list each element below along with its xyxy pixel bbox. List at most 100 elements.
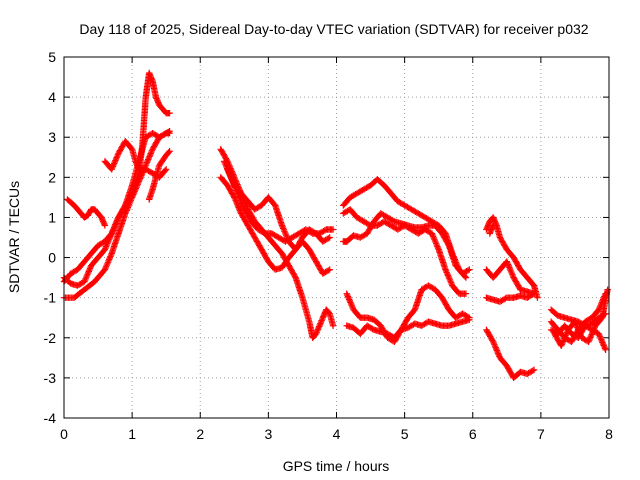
y-tick-label: 5 — [48, 49, 56, 65]
data-point — [225, 169, 232, 176]
data-point — [113, 218, 120, 225]
data-point — [558, 342, 565, 349]
data-point — [597, 334, 604, 342]
data-point — [574, 325, 582, 333]
data-point — [562, 332, 569, 339]
data-point — [103, 242, 110, 249]
data-point — [534, 294, 541, 301]
data-point — [111, 160, 118, 167]
grid-lines — [64, 57, 609, 418]
y-tick-label: -1 — [44, 290, 57, 306]
x-tick-label: 1 — [128, 426, 136, 442]
data-point — [106, 256, 113, 263]
data-point — [162, 167, 169, 174]
data-points — [60, 69, 611, 382]
data-point — [558, 341, 566, 348]
data-point — [446, 276, 453, 283]
data-point — [318, 317, 325, 324]
y-tick-label: 3 — [48, 129, 56, 145]
data-point — [589, 329, 596, 337]
data-point — [600, 342, 607, 349]
x-axis-label: GPS time / hours — [283, 458, 390, 474]
data-point — [101, 222, 109, 229]
data-point — [504, 259, 511, 267]
data-point — [559, 339, 566, 347]
data-point — [166, 148, 173, 155]
data-point — [166, 109, 173, 117]
data-point — [466, 266, 473, 273]
x-tick-label: 2 — [196, 426, 204, 442]
data-point — [108, 166, 115, 173]
x-tick-label: 5 — [401, 426, 409, 442]
data-point — [599, 340, 607, 348]
y-axis-label: SDTVAR / TECUs — [6, 181, 22, 293]
data-point — [586, 335, 593, 343]
data-point — [443, 269, 450, 276]
y-tick-label: -4 — [44, 410, 57, 426]
axis-ticks: 0 1 2 3 4 5 6 7 8 -4 -3 -2 -1 0 1 2 3 4 5 — [44, 49, 614, 442]
data-point — [489, 222, 497, 229]
data-point — [82, 275, 89, 282]
data-point — [344, 291, 351, 299]
data-point — [283, 232, 290, 239]
data-point — [389, 217, 397, 224]
data-point — [238, 198, 245, 206]
y-tick-label: 1 — [48, 209, 56, 225]
data-point — [466, 316, 473, 323]
data-point — [585, 338, 592, 345]
data-point — [165, 149, 172, 156]
data-point — [113, 154, 120, 161]
data-point — [325, 235, 332, 242]
data-point — [325, 267, 332, 274]
data-point — [573, 322, 580, 330]
data-point — [326, 234, 333, 241]
x-tick-label: 4 — [333, 426, 341, 442]
data-point — [166, 130, 173, 137]
data-point — [576, 328, 583, 336]
data-point — [326, 266, 333, 273]
data-point — [84, 271, 91, 278]
data-point — [462, 274, 470, 281]
data-point — [329, 322, 337, 329]
chart-title: Day 118 of 2025, Sidereal Day-to-day VTE… — [79, 21, 588, 37]
data-point — [529, 367, 536, 374]
data-point — [529, 291, 536, 298]
data-point — [135, 178, 143, 185]
data-point — [430, 234, 437, 242]
x-tick-label: 3 — [264, 426, 272, 442]
x-tick-label: 6 — [469, 426, 477, 442]
data-point — [315, 324, 322, 332]
data-point — [563, 330, 570, 338]
data-point — [508, 270, 515, 277]
data-point — [595, 330, 602, 337]
data-point — [107, 253, 114, 260]
data-point — [464, 267, 472, 274]
data-point — [598, 336, 605, 343]
data-point — [108, 230, 115, 237]
data-point — [85, 269, 92, 277]
data-point — [81, 278, 88, 285]
y-tick-label: 2 — [48, 169, 56, 185]
data-point — [110, 225, 117, 233]
y-tick-label: -2 — [44, 330, 57, 346]
data-point — [502, 295, 509, 302]
x-tick-label: 0 — [60, 426, 68, 442]
x-tick-label: 8 — [605, 426, 613, 442]
data-point — [280, 225, 287, 232]
data-point — [462, 290, 470, 297]
data-point — [587, 332, 595, 340]
data-point — [560, 336, 567, 344]
data-point — [491, 343, 499, 350]
data-point — [494, 350, 502, 357]
data-point — [602, 346, 609, 354]
data-point — [110, 161, 117, 169]
data-point — [590, 325, 598, 332]
data-point — [530, 366, 538, 374]
data-point — [571, 318, 579, 325]
data-point — [111, 224, 118, 231]
y-tick-label: -3 — [44, 370, 57, 386]
data-point — [604, 286, 611, 293]
data-point — [507, 268, 515, 275]
data-point — [148, 147, 156, 154]
